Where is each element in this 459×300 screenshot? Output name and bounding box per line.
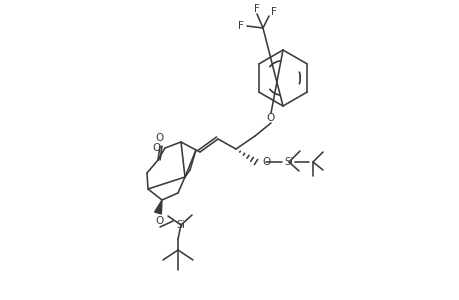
Text: O: O: [152, 143, 161, 153]
Text: O: O: [156, 216, 164, 226]
Text: F: F: [270, 7, 276, 17]
Text: F: F: [253, 4, 259, 14]
Text: O: O: [156, 133, 164, 143]
Text: Si: Si: [176, 220, 185, 230]
Text: O: O: [262, 157, 270, 167]
Text: F: F: [238, 21, 243, 31]
Polygon shape: [154, 200, 162, 214]
Text: Si: Si: [284, 157, 293, 167]
Text: O: O: [266, 113, 274, 123]
